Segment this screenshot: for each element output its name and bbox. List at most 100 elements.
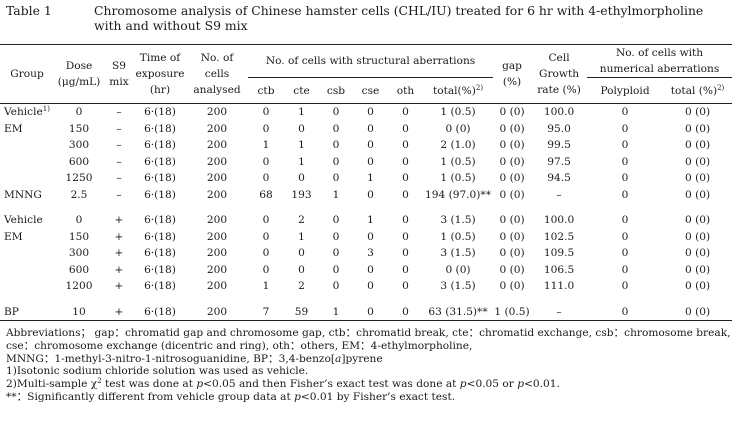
cell-ctb: 1 xyxy=(262,139,270,152)
header-dose: Dose (μg/mL) xyxy=(57,60,101,88)
caption-line-2: with and without S9 mix xyxy=(94,18,248,33)
cell-ctb: 0 xyxy=(262,106,270,119)
cell-cells: 200 xyxy=(206,230,228,243)
cell-group xyxy=(0,245,54,262)
cell-poly: 0 xyxy=(621,139,629,152)
cell-ntotal: 0 (0) xyxy=(684,106,711,119)
cell-cells: 200 xyxy=(206,122,228,135)
cell-oth: 0 xyxy=(402,280,409,293)
cell-ntotal: 0 (0) xyxy=(684,247,711,260)
cell-gap: 0 (0) xyxy=(499,214,525,227)
table-row: EM 150 +6·(18) 200 0 1 0 0 0 1 (0.5) 0 (0) 102.5 0 0 … xyxy=(0,229,732,246)
cell-group xyxy=(0,278,54,295)
cell-group: Vehicle1) xyxy=(4,105,50,119)
cell-growth: 100.0 xyxy=(543,214,575,227)
cell-gap: 0 (0) xyxy=(499,139,525,152)
table-row: 300 – 6·(18) 200 1 1 0 0 0 2 (1.0) 0 (0) 99.5 0 0 (0) xyxy=(0,137,732,154)
header-oth: oth xyxy=(396,84,415,97)
cell-oth: 0 xyxy=(402,122,409,135)
cell-csb: 0 xyxy=(332,106,340,119)
cell-cells: 200 xyxy=(206,263,228,276)
cell-gap: 0 (0) xyxy=(499,106,525,119)
cell-growth: 94.5 xyxy=(547,172,571,185)
cell-csb: 0 xyxy=(332,247,340,260)
cell-gap: 0 (0) xyxy=(499,172,525,185)
cell-ntotal: 0 (0) xyxy=(684,230,711,243)
cell-s9: + xyxy=(114,280,124,293)
header-structural-aberrations: No. of cells with structural aberrations xyxy=(248,44,494,78)
table-row: EM 150 – 6·(18) 200 0 0 0 0 0 0 (0) 0 (0) 95.0 0 0 (0) xyxy=(0,121,732,138)
cell-ntotal: 0 (0) xyxy=(684,214,711,227)
cell-poly: 0 xyxy=(621,106,629,119)
table-row: Vehicle 0 +6·(18) 200 0 2 0 1 0 3 (1.5) 0 (0) 100.0… xyxy=(0,212,732,229)
cell-group: MNNG xyxy=(4,188,42,201)
cell-growth: 95.0 xyxy=(547,122,571,135)
cell-time: 6·(18) xyxy=(144,122,176,135)
table-row: BP 10 +6·(18) 200 7 59 1 0 0 63 (31.5)** 1 (0.5) –0… xyxy=(0,304,732,321)
cell-oth: 0 xyxy=(402,214,409,227)
cell-cse: 0 xyxy=(367,305,374,318)
cell-dose: 300 xyxy=(68,247,90,260)
cell-dose: 0 xyxy=(75,214,83,227)
cell-time: 6·(18) xyxy=(144,139,176,152)
cell-cells: 200 xyxy=(206,214,228,227)
cell-dose: 2.5 xyxy=(70,188,88,201)
rows-without-s9: Vehicle1) 0–6·(18) 200 0 1 0 0 0 1 (0.5) 0 (0) 100… xyxy=(0,104,732,204)
cell-oth: 0 xyxy=(402,172,409,185)
cell-time: 6·(18) xyxy=(144,305,176,318)
cell-time: 6·(18) xyxy=(144,263,176,276)
cell-poly: 0 xyxy=(621,305,629,318)
cell-csb: 1 xyxy=(332,305,340,318)
table-row: MNNG 2.5 – 6·(18) 200 68 193 1 0 0 194 (97.0)** 0 (… xyxy=(0,187,732,204)
cell-csb: 0 xyxy=(332,214,340,227)
header-csb: csb xyxy=(326,84,346,97)
cell-s9: – xyxy=(116,139,122,152)
cell-growth: 109.5 xyxy=(543,247,575,260)
cell-time: 6·(18) xyxy=(144,172,176,185)
cell-cte: 1 xyxy=(298,230,305,243)
cell-time: 6·(18) xyxy=(144,247,176,260)
cell-cells: 200 xyxy=(206,155,228,168)
cell-total: 2 (1.0) xyxy=(440,139,476,152)
cell-ctb: 7 xyxy=(262,305,270,318)
table-caption: Table 1 Chromosome analysis of Chinese h… xyxy=(6,3,730,33)
cell-poly: 0 xyxy=(621,263,629,276)
cell-oth: 0 xyxy=(402,230,409,243)
cell-ctb: 0 xyxy=(262,155,270,168)
cell-gap: 0 (0) xyxy=(499,230,525,243)
cell-time: 6·(18) xyxy=(144,280,176,293)
cell-ntotal: 0 (0) xyxy=(684,188,711,201)
cell-poly: 0 xyxy=(621,188,629,201)
cell-oth: 0 xyxy=(402,247,409,260)
header-s9-mix: S9 mix xyxy=(109,60,129,88)
cell-poly: 0 xyxy=(621,280,629,293)
cell-cells: 200 xyxy=(206,188,228,201)
table-row: 600 +6·(18) 200 0 0 0 0 0 0 (0) 0 (0) 106.5 0 0 (0) xyxy=(0,262,732,279)
abbreviations-line-2: cse：chromosome exchange (dicentric and r… xyxy=(6,339,473,352)
cell-time: 6·(18) xyxy=(144,155,176,168)
cell-cte: 0 xyxy=(298,172,305,185)
cell-group: EM xyxy=(4,230,23,243)
cell-gap: 0 (0) xyxy=(499,280,525,293)
header-cse: cse xyxy=(361,84,380,97)
cell-cte: 2 xyxy=(298,280,305,293)
table-row: Vehicle1) 0 – 6·(18) 200 0 1 0 0 0 1 (0.5) 0 (0) 100… xyxy=(0,104,732,121)
footnote-significance: **：Significantly different from vehicle … xyxy=(6,391,456,403)
cell-s9: + xyxy=(114,305,124,318)
cell-growth: 100.0 xyxy=(543,106,575,119)
cell-gap: 0 (0) xyxy=(499,155,525,168)
cell-s9: + xyxy=(114,247,124,260)
cell-cells: 200 xyxy=(206,280,228,293)
cell-ntotal: 0 (0) xyxy=(684,122,711,135)
header-gap: gap (%) xyxy=(502,60,522,88)
cell-cse: 0 xyxy=(367,263,374,276)
cell-dose: 600 xyxy=(68,155,90,168)
cell-s9: + xyxy=(114,214,124,227)
table-label: Table 1 xyxy=(6,3,52,18)
table-row: 300 +6·(18) 200 0 0 0 3 0 3 (1.5) 0 (0) 109.5 0 0 (0… xyxy=(0,245,732,262)
header-cell-growth-rate: Cell Growth rate (%) xyxy=(537,52,581,96)
cell-total: 1 (0.5) xyxy=(440,230,476,243)
cell-poly: 0 xyxy=(621,214,629,227)
cell-ntotal: 0 (0) xyxy=(684,280,711,293)
cell-cse: 0 xyxy=(367,230,374,243)
